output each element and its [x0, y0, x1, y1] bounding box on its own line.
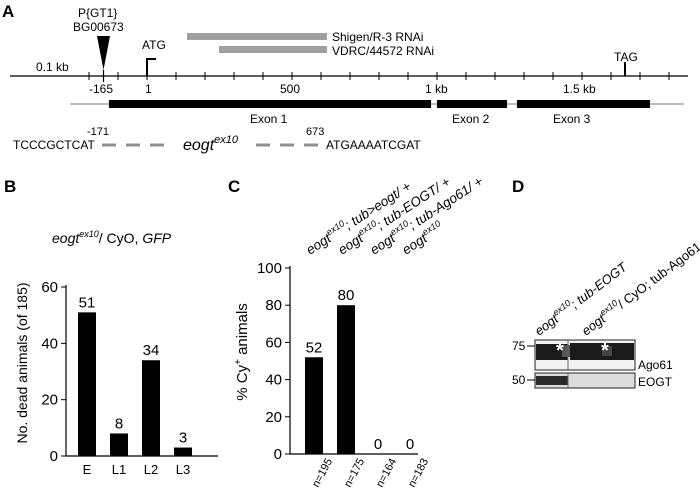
- exon-3-label: Exon 3: [553, 112, 591, 126]
- blot-ago61-band-lane1-fade: [562, 345, 570, 357]
- blot-eogt-band-lane1: [536, 376, 568, 385]
- bar-b: [110, 433, 128, 456]
- insertion-label-line1: P{GT1}: [78, 6, 117, 20]
- bar-b: [174, 447, 192, 456]
- atg-arrow: [146, 58, 156, 76]
- panel-label-d: D: [512, 177, 524, 196]
- n-label-c: n=164: [374, 456, 399, 489]
- tick-label-minus165: -165: [89, 82, 113, 96]
- bar-value-label-b: 51: [79, 294, 96, 311]
- n-label-c: n=195: [310, 456, 335, 489]
- x-tick-label-b: L2: [144, 462, 158, 477]
- panel-c: C % Cy+ animals 02040608010052n=195eogte…: [228, 174, 486, 490]
- deletion-right-sequence: ATGAAAATCGAT: [326, 138, 421, 152]
- bar-value-label-c: 0: [406, 436, 414, 453]
- scale-label: 0.1 kb: [36, 60, 69, 74]
- bar-b: [78, 312, 96, 456]
- insertion-triangle: [97, 36, 110, 70]
- star-lane1: *: [556, 340, 564, 362]
- tag-label: TAG: [614, 50, 638, 64]
- panel-a: A P{GT1} BG00673 ATG TAG Shigen/R-3 RNAi…: [2, 2, 688, 154]
- band-label-eogt: EOGT: [638, 375, 673, 389]
- y-tick-label-c: 40: [265, 372, 282, 389]
- marker-75: 75: [512, 339, 526, 353]
- panel-label-c: C: [228, 177, 240, 196]
- tick-label-1.5kb: 1.5 kb: [563, 82, 596, 96]
- x-tick-label-b: L1: [112, 462, 126, 477]
- bar-c: [337, 305, 355, 454]
- x-tick-label-b: E: [83, 462, 92, 477]
- bar-value-label-b: 8: [115, 415, 123, 432]
- y-tick-label-b: 60: [41, 279, 58, 296]
- n-label-c: n=183: [406, 456, 431, 489]
- bar-c: [305, 357, 323, 454]
- n-label-c: n=175: [342, 456, 367, 489]
- y-tick-label-c: 0: [274, 446, 282, 463]
- marker-50: 50: [512, 373, 526, 387]
- panel-label-b: B: [4, 177, 16, 196]
- rnai-bar-vdrc: [219, 46, 327, 53]
- deletion-left-sequence: TCCCGCTCAT: [13, 138, 95, 152]
- bar-chart-b: 0 20 40 60 51 E 8 L1 34 L2 3 L3: [41, 279, 218, 477]
- genotype-label: eogtex10/ CyO, GFP: [52, 229, 172, 246]
- y-tick-label-c: 80: [265, 297, 282, 314]
- scale-minor-ticks: [88, 70, 670, 82]
- exon-2: [437, 100, 507, 108]
- bar-value-label-c: 80: [338, 287, 355, 304]
- bar-value-label-b: 34: [143, 342, 160, 359]
- bar-value-label-c: 0: [374, 436, 382, 453]
- rnai-label-vdrc: VDRC/44572 RNAi: [332, 44, 434, 58]
- y-tick-label-c: 60: [265, 334, 282, 351]
- tick-label-1kb: 1 kb: [425, 82, 448, 96]
- panel-b: B eogtex10/ CyO, GFP No. dead animals (o…: [4, 177, 218, 477]
- exon-1-label: Exon 1: [250, 112, 288, 126]
- star-lane2: *: [601, 340, 609, 362]
- exon-2-label: Exon 2: [452, 112, 490, 126]
- deletion-right-position: 673: [306, 126, 324, 138]
- bar-value-label-b: 3: [179, 430, 187, 447]
- y-tick-label-b: 40: [41, 335, 58, 352]
- bar-value-label-c: 52: [306, 339, 323, 356]
- y-axis-label-b: No. dead animals (of 185): [14, 282, 30, 443]
- tick-label-500: 500: [280, 82, 300, 96]
- band-label-ago61: Ago61: [638, 358, 673, 372]
- deletion-left-position: -171: [87, 126, 109, 138]
- blot-ago61-band-lane2-shade: [602, 346, 612, 356]
- panel-label-a: A: [2, 2, 14, 21]
- rnai-bar-shigen: [187, 33, 327, 40]
- x-tick-label-b: L3: [176, 462, 190, 477]
- tick-label-1: 1: [145, 82, 152, 96]
- insertion-label-line2: BG00673: [73, 20, 124, 34]
- blot-ago61-band-lane1-dark: [536, 344, 568, 360]
- atg-label: ATG: [142, 38, 166, 52]
- exon-1: [109, 100, 431, 108]
- exon-3: [517, 100, 650, 108]
- panel-d: D eogtex10; tub-EOGT eogtex10/ CyO; tub-…: [512, 177, 700, 389]
- y-tick-label-c: 100: [257, 260, 282, 277]
- y-axis-label-c: % Cy+ animals: [233, 303, 251, 401]
- y-tick-label-b: 0: [50, 448, 58, 465]
- allele-label: eogtex10: [183, 134, 239, 154]
- y-tick-label-c: 20: [265, 409, 282, 426]
- y-tick-label-b: 20: [41, 392, 58, 409]
- rnai-label-shigen: Shigen/R-3 RNAi: [332, 30, 423, 44]
- bar-b: [142, 360, 160, 456]
